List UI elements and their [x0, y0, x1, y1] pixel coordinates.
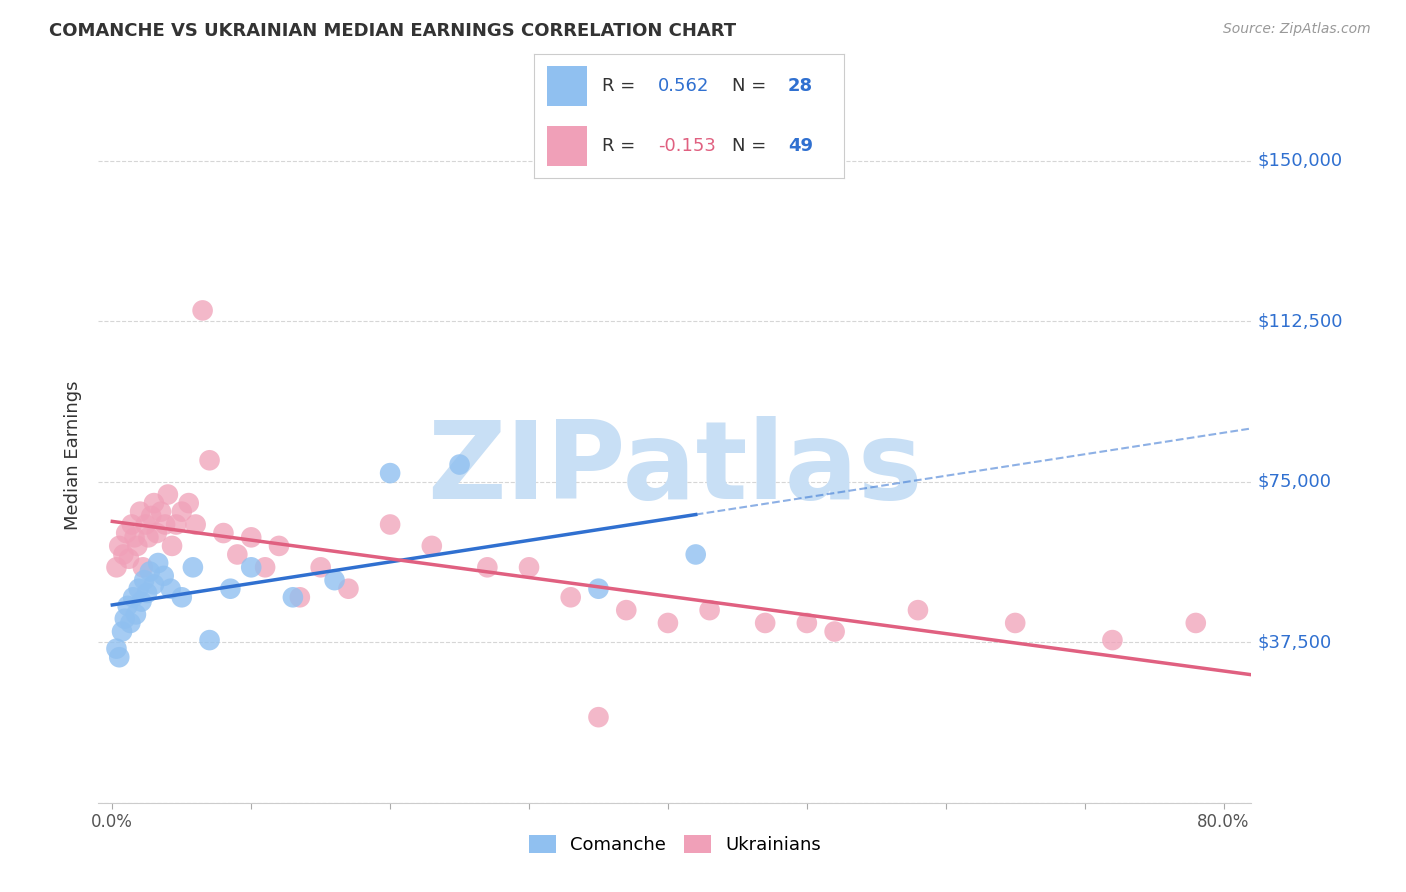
Point: [134, 573, 156, 587]
Point: [699, 603, 721, 617]
Point: [254, 560, 277, 574]
Point: [1101, 633, 1123, 648]
Point: [420, 539, 443, 553]
Point: [165, 517, 187, 532]
Text: $112,500: $112,500: [1257, 312, 1343, 330]
Point: [152, 569, 174, 583]
Text: $37,500: $37,500: [1257, 633, 1331, 651]
Point: [378, 466, 401, 480]
Point: [118, 551, 141, 566]
Text: R =: R =: [602, 137, 641, 155]
Point: [143, 496, 166, 510]
Point: [560, 591, 582, 605]
Text: $75,000: $75,000: [1257, 473, 1331, 491]
Point: [170, 591, 193, 605]
Point: [240, 530, 263, 544]
Point: [685, 548, 707, 562]
Point: [132, 560, 155, 574]
Text: N =: N =: [733, 137, 772, 155]
Point: [198, 633, 221, 648]
Point: [170, 505, 193, 519]
Point: [159, 582, 181, 596]
Point: [288, 591, 311, 605]
Point: [378, 517, 401, 532]
Point: [115, 526, 138, 541]
Point: [477, 560, 499, 574]
Point: [267, 539, 290, 553]
Point: [145, 526, 167, 541]
Point: [139, 565, 162, 579]
Point: [240, 560, 263, 574]
Point: [796, 615, 818, 630]
Text: R =: R =: [602, 77, 641, 95]
Bar: [547, 66, 586, 106]
Point: [160, 539, 183, 553]
Point: [129, 505, 152, 519]
Text: 0.562: 0.562: [658, 77, 710, 95]
Point: [124, 530, 146, 544]
Text: ZIPatlas: ZIPatlas: [427, 416, 922, 522]
Point: [149, 505, 172, 519]
Point: [112, 548, 135, 562]
Point: [136, 586, 159, 600]
Point: [114, 612, 136, 626]
Point: [138, 530, 160, 544]
Point: [588, 710, 610, 724]
Point: [181, 560, 204, 574]
Point: [309, 560, 332, 574]
Point: [1184, 615, 1206, 630]
Point: [614, 603, 637, 617]
Point: [281, 591, 304, 605]
Point: [108, 539, 131, 553]
Point: [105, 560, 128, 574]
Point: [907, 603, 929, 617]
Point: [135, 517, 157, 532]
Point: [141, 508, 163, 523]
Text: Source: ZipAtlas.com: Source: ZipAtlas.com: [1223, 22, 1371, 37]
Text: N =: N =: [733, 77, 772, 95]
Point: [517, 560, 540, 574]
Point: [588, 582, 610, 596]
Point: [131, 594, 153, 608]
Point: [337, 582, 360, 596]
Text: -0.153: -0.153: [658, 137, 716, 155]
Point: [146, 556, 169, 570]
Point: [184, 517, 207, 532]
Point: [127, 539, 149, 553]
Text: $150,000: $150,000: [1257, 152, 1343, 169]
Point: [117, 599, 139, 613]
Legend: Comanche, Ukrainians: Comanche, Ukrainians: [519, 826, 831, 863]
Point: [177, 496, 200, 510]
Point: [120, 615, 142, 630]
Point: [128, 582, 150, 596]
Point: [754, 615, 776, 630]
Point: [323, 573, 346, 587]
Text: 49: 49: [787, 137, 813, 155]
Bar: [547, 126, 586, 166]
Point: [143, 577, 166, 591]
Point: [226, 548, 249, 562]
Point: [198, 453, 221, 467]
Point: [1004, 615, 1026, 630]
Point: [449, 458, 471, 472]
Point: [191, 303, 214, 318]
Point: [108, 650, 131, 665]
Point: [657, 615, 679, 630]
Point: [122, 591, 145, 605]
Text: COMANCHE VS UKRAINIAN MEDIAN EARNINGS CORRELATION CHART: COMANCHE VS UKRAINIAN MEDIAN EARNINGS CO…: [49, 22, 737, 40]
Point: [156, 487, 179, 501]
Point: [111, 624, 134, 639]
Point: [824, 624, 846, 639]
Point: [219, 582, 242, 596]
Text: 28: 28: [787, 77, 813, 95]
Point: [125, 607, 148, 622]
Point: [121, 517, 143, 532]
Point: [105, 641, 128, 656]
Point: [212, 526, 235, 541]
Point: [153, 517, 176, 532]
Y-axis label: Median Earnings: Median Earnings: [65, 380, 83, 530]
